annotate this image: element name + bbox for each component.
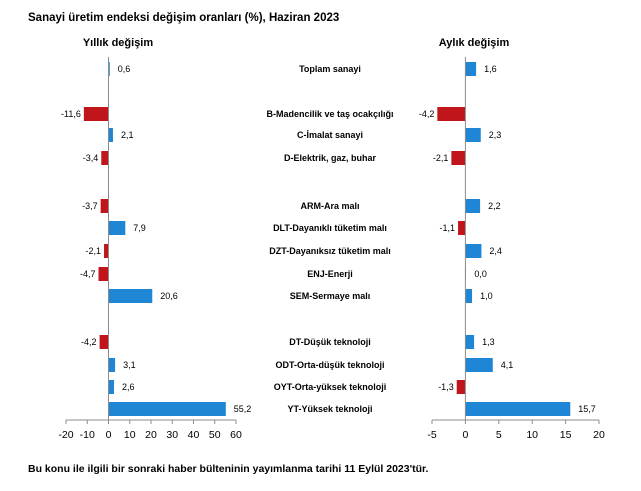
monthly-value-label: 0,0 bbox=[474, 269, 487, 279]
monthly-value-label: 1,0 bbox=[480, 291, 493, 301]
category-label: DLT-Dayanıklı tüketim malı bbox=[273, 223, 387, 233]
annual-tick-label: 30 bbox=[166, 429, 178, 441]
monthly-value-label: 2,2 bbox=[488, 201, 501, 211]
monthly-value-label: -2,1 bbox=[433, 153, 449, 163]
annual-tick-label: 40 bbox=[188, 429, 200, 441]
monthly-value-label: -1,1 bbox=[440, 223, 456, 233]
annual-bar bbox=[108, 128, 113, 142]
monthly-bar bbox=[465, 335, 475, 349]
monthly-bar bbox=[465, 402, 571, 416]
monthly-tick-label: 20 bbox=[593, 429, 605, 441]
annual-bar bbox=[108, 62, 110, 76]
annual-bar bbox=[108, 221, 126, 235]
monthly-bar bbox=[465, 128, 481, 142]
monthly-bar bbox=[465, 289, 473, 303]
annual-value-label: -2,1 bbox=[86, 246, 102, 256]
category-label: DZT-Dayanıksız tüketim malı bbox=[269, 246, 391, 256]
monthly-value-label: 4,1 bbox=[501, 360, 514, 370]
annual-value-label: -11,6 bbox=[61, 109, 81, 119]
annual-value-label: -4,2 bbox=[81, 337, 97, 347]
annual-tick-label: 50 bbox=[209, 429, 221, 441]
annual-panel-title: Yıllık değişim bbox=[83, 37, 154, 49]
monthly-value-label: -1,3 bbox=[438, 382, 454, 392]
category-label: DT-Düşük teknoloji bbox=[289, 337, 371, 347]
annual-value-label: 3,1 bbox=[123, 360, 136, 370]
annual-value-label: 0,6 bbox=[118, 64, 131, 74]
annual-value-label: -3,7 bbox=[82, 201, 98, 211]
category-label: ENJ-Enerji bbox=[307, 269, 353, 279]
annual-tick-label: 20 bbox=[145, 429, 157, 441]
annual-tick-label: -20 bbox=[58, 429, 73, 441]
annual-bar bbox=[104, 244, 109, 258]
annual-bar bbox=[108, 289, 153, 303]
annual-tick-label: 10 bbox=[124, 429, 136, 441]
annual-tick-label: 60 bbox=[230, 429, 242, 441]
chart-title: Sanayi üretim endeksi değişim oranları (… bbox=[28, 12, 340, 24]
monthly-bar bbox=[451, 151, 466, 165]
annual-bar bbox=[108, 380, 115, 394]
annual-bar bbox=[101, 151, 109, 165]
annual-value-label: 55,2 bbox=[234, 404, 252, 414]
category-label: B-Madencilik ve taş ocakçılığı bbox=[266, 109, 393, 119]
annual-value-label: 7,9 bbox=[133, 223, 146, 233]
annual-value-label: -4,7 bbox=[80, 269, 96, 279]
monthly-tick-label: 5 bbox=[496, 429, 502, 441]
monthly-value-label: -4,2 bbox=[419, 109, 435, 119]
monthly-bar bbox=[437, 107, 466, 121]
category-label: SEM-Sermaye malı bbox=[290, 291, 371, 301]
monthly-bar bbox=[456, 380, 466, 394]
annual-value-label: 20,6 bbox=[160, 291, 178, 301]
annual-tick-label: -10 bbox=[80, 429, 95, 441]
category-label: ODT-Orta-düşük teknoloji bbox=[275, 360, 384, 370]
annual-bar bbox=[83, 107, 109, 121]
monthly-value-label: 1,3 bbox=[482, 337, 495, 347]
monthly-bar bbox=[458, 221, 466, 235]
monthly-value-label: 15,7 bbox=[578, 404, 596, 414]
monthly-value-label: 1,6 bbox=[484, 64, 497, 74]
category-label: Toplam sanayi bbox=[299, 64, 361, 74]
monthly-value-label: 2,4 bbox=[489, 246, 502, 256]
monthly-bar bbox=[465, 62, 477, 76]
annual-value-label: 2,6 bbox=[122, 382, 135, 392]
monthly-bar bbox=[465, 244, 482, 258]
category-label: OYT-Orta-yüksek teknoloji bbox=[274, 382, 387, 392]
category-label: C-İmalat sanayi bbox=[297, 130, 363, 140]
annual-bar bbox=[99, 335, 109, 349]
annual-value-label: 2,1 bbox=[121, 130, 134, 140]
monthly-tick-label: 0 bbox=[462, 429, 468, 441]
annual-bar bbox=[100, 199, 109, 213]
annual-bar bbox=[98, 267, 109, 281]
monthly-bar bbox=[465, 199, 481, 213]
monthly-tick-label: 10 bbox=[526, 429, 538, 441]
annual-bar bbox=[108, 358, 116, 372]
annual-bar bbox=[108, 402, 226, 416]
monthly-tick-label: 15 bbox=[560, 429, 572, 441]
category-label: ARM-Ara malı bbox=[300, 201, 359, 211]
monthly-bar bbox=[465, 358, 493, 372]
monthly-panel-title: Aylık değişim bbox=[439, 37, 510, 49]
category-label: YT-Yüksek teknoloji bbox=[287, 404, 372, 414]
monthly-value-label: 2,3 bbox=[489, 130, 502, 140]
annual-tick-label: 0 bbox=[106, 429, 112, 441]
footnote: Bu konu ile ilgili bir sonraki haber bül… bbox=[28, 463, 429, 475]
annual-value-label: -3,4 bbox=[83, 153, 99, 163]
monthly-tick-label: -5 bbox=[427, 429, 436, 441]
category-label: D-Elektrik, gaz, buhar bbox=[284, 153, 377, 163]
